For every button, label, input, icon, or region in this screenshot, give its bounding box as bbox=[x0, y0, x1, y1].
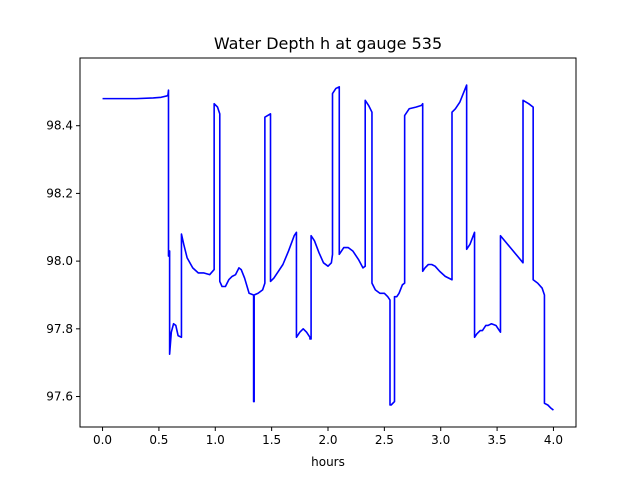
plot-area bbox=[102, 84, 554, 411]
plot-frame bbox=[79, 57, 577, 428]
y-tick-label: 98.0 bbox=[46, 254, 73, 268]
chart-title: Water Depth h at gauge 535 bbox=[214, 34, 442, 53]
y-tick-label: 97.6 bbox=[46, 390, 73, 404]
y-tick-label: 97.8 bbox=[46, 322, 73, 336]
x-axis-label: hours bbox=[311, 455, 345, 469]
x-tick-label: 4.0 bbox=[544, 433, 563, 447]
x-tick-label: 2.0 bbox=[318, 433, 337, 447]
y-tick-label: 98.4 bbox=[46, 119, 73, 133]
x-tick-label: 3.0 bbox=[431, 433, 450, 447]
x-tick-label: 1.0 bbox=[206, 433, 225, 447]
y-tick-label: 98.2 bbox=[46, 186, 73, 200]
x-tick-label: 0.5 bbox=[149, 433, 168, 447]
x-tick-label: 1.5 bbox=[262, 433, 281, 447]
x-tick-label: 3.5 bbox=[488, 433, 507, 447]
x-tick-label: 2.5 bbox=[375, 433, 394, 447]
x-tick-label: 0.0 bbox=[93, 433, 112, 447]
y-axis-ticks: 97.6 97.8 98.0 98.2 98.4 bbox=[46, 119, 80, 404]
series-line-0 bbox=[102, 84, 554, 411]
x-axis-ticks: 0.0 0.5 1.0 1.5 2.0 2.5 3.0 3.5 4.0 bbox=[93, 427, 563, 447]
